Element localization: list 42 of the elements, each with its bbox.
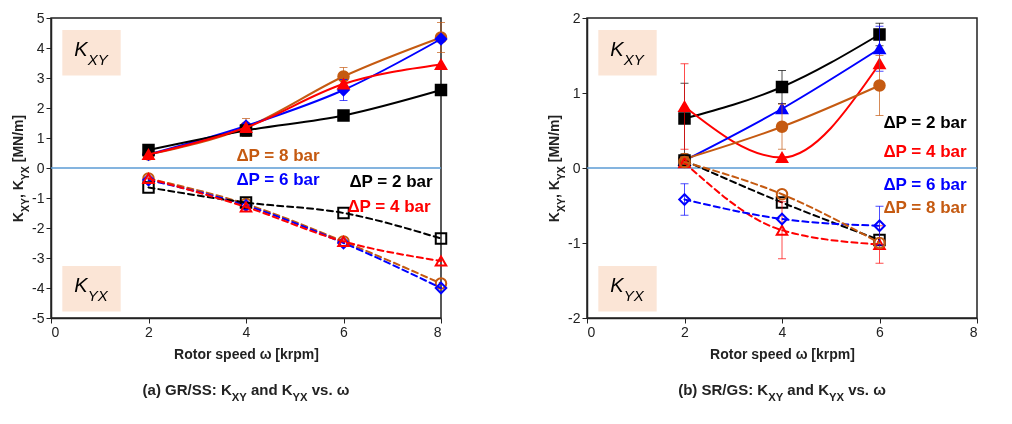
y-tick-label: 5 — [36, 9, 45, 26]
y-tick-label: 1 — [572, 84, 581, 101]
y-tick-label: 0 — [572, 159, 581, 176]
annotation: ΔP = 8 bar — [236, 146, 321, 165]
annotation: K$_{YX}$ — [74, 274, 109, 304]
annotation: ΔP = 6 bar — [883, 175, 968, 194]
x-axis-title: Rotor speed ω [krpm] — [174, 345, 319, 362]
x-tick-label: 6 — [876, 323, 885, 340]
y-tick-label: 4 — [36, 39, 45, 56]
y-tick-label: -5 — [32, 309, 45, 326]
x-tick-label: 2 — [681, 323, 690, 340]
annotation: K$_{YX}$ — [610, 274, 645, 304]
annotation: K$_{XY}$ — [610, 38, 645, 68]
y-tick-label: 1 — [36, 129, 45, 146]
annotation: ΔP = 4 bar — [883, 142, 968, 161]
y-tick-label: 2 — [572, 9, 581, 26]
text: (b) SR/GS: K$_{XY}$ and K$_{YX}$ vs. ω — [678, 381, 887, 403]
x-tick-label: 0 — [51, 323, 60, 340]
text: (a) GR/SS: K$_{XY}$ and K$_{YX}$ vs. ω — [142, 381, 350, 403]
y-tick-label: -2 — [32, 219, 45, 236]
x-tick-label: 4 — [778, 323, 787, 340]
x-tick-label: 6 — [340, 323, 349, 340]
y-tick-label: 0 — [36, 159, 45, 176]
annotation: ΔP = 2 bar — [883, 113, 968, 132]
annotation: ΔP = 4 bar — [347, 197, 432, 216]
x-tick-label: 8 — [969, 323, 978, 340]
y-tick-label: 2 — [36, 99, 45, 116]
y-tick-label: -4 — [32, 279, 45, 296]
y-tick-label: -2 — [568, 309, 581, 326]
y-tick-label: -3 — [32, 249, 45, 266]
annotation: ΔP = 8 bar — [883, 198, 968, 217]
y-tick-label: -1 — [568, 234, 581, 251]
x-tick-label: 4 — [242, 323, 251, 340]
y-tick-label: 3 — [36, 69, 45, 86]
annotation: K$_{XY}$ — [74, 38, 109, 68]
x-tick-label: 8 — [433, 323, 442, 340]
x-tick-label: 2 — [145, 323, 154, 340]
x-axis-title: Rotor speed ω [krpm] — [710, 345, 855, 362]
annotation: ΔP = 2 bar — [349, 172, 434, 191]
annotation: ΔP = 6 bar — [236, 170, 321, 189]
x-tick-label: 0 — [587, 323, 596, 340]
y-tick-label: -1 — [32, 189, 45, 206]
